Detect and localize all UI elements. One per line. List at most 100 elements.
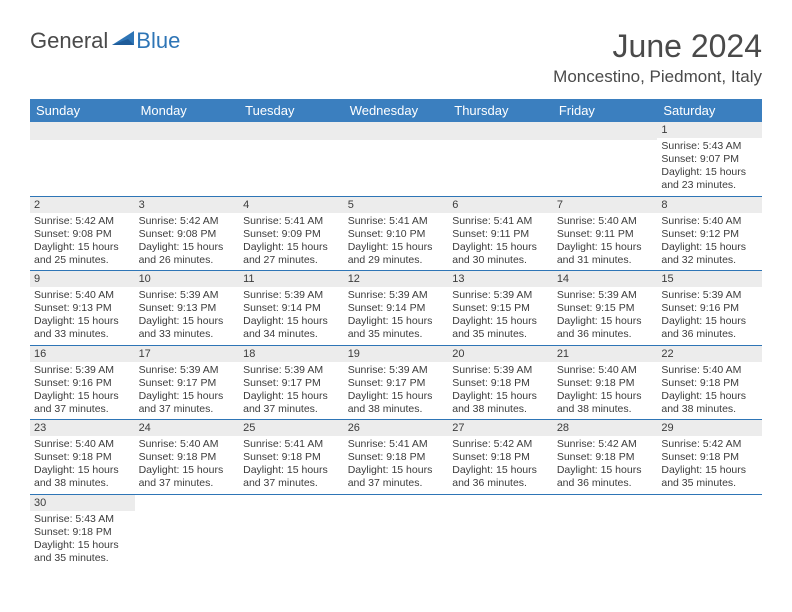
calendar-day-cell xyxy=(657,494,762,568)
day-number: 7 xyxy=(553,197,658,213)
day-content: Sunrise: 5:39 AMSunset: 9:17 PMDaylight:… xyxy=(135,362,240,420)
day-content: Sunrise: 5:40 AMSunset: 9:18 PMDaylight:… xyxy=(135,436,240,494)
day-line: Sunrise: 5:39 AM xyxy=(452,289,549,302)
day-line: Daylight: 15 hours and 35 minutes. xyxy=(348,315,445,341)
day-line: Sunset: 9:08 PM xyxy=(34,228,131,241)
day-line: Daylight: 15 hours and 31 minutes. xyxy=(557,241,654,267)
calendar-week-row: 2Sunrise: 5:42 AMSunset: 9:08 PMDaylight… xyxy=(30,196,762,271)
day-line: Daylight: 15 hours and 36 minutes. xyxy=(661,315,758,341)
calendar-week-row: 23Sunrise: 5:40 AMSunset: 9:18 PMDayligh… xyxy=(30,420,762,495)
weekday-header: Monday xyxy=(135,99,240,122)
day-line: Sunset: 9:18 PM xyxy=(557,377,654,390)
day-line: Sunrise: 5:40 AM xyxy=(661,364,758,377)
day-number: 26 xyxy=(344,420,449,436)
day-line: Sunset: 9:18 PM xyxy=(661,377,758,390)
day-line: Daylight: 15 hours and 36 minutes. xyxy=(452,464,549,490)
day-line: Daylight: 15 hours and 37 minutes. xyxy=(139,464,236,490)
day-line: Sunset: 9:13 PM xyxy=(139,302,236,315)
day-line: Sunrise: 5:41 AM xyxy=(452,215,549,228)
day-line: Sunset: 9:18 PM xyxy=(661,451,758,464)
day-line: Sunrise: 5:39 AM xyxy=(661,289,758,302)
day-number: 10 xyxy=(135,271,240,287)
day-line: Daylight: 15 hours and 38 minutes. xyxy=(452,390,549,416)
day-line: Daylight: 15 hours and 33 minutes. xyxy=(139,315,236,341)
calendar-day-cell: 14Sunrise: 5:39 AMSunset: 9:15 PMDayligh… xyxy=(553,271,658,346)
day-line: Sunrise: 5:43 AM xyxy=(34,513,131,526)
day-content: Sunrise: 5:43 AMSunset: 9:18 PMDaylight:… xyxy=(30,511,135,569)
day-content: Sunrise: 5:40 AMSunset: 9:12 PMDaylight:… xyxy=(657,213,762,271)
day-content: Sunrise: 5:39 AMSunset: 9:16 PMDaylight:… xyxy=(657,287,762,345)
day-line: Sunset: 9:15 PM xyxy=(452,302,549,315)
day-line: Daylight: 15 hours and 29 minutes. xyxy=(348,241,445,267)
day-content: Sunrise: 5:41 AMSunset: 9:11 PMDaylight:… xyxy=(448,213,553,271)
day-line: Sunrise: 5:42 AM xyxy=(661,438,758,451)
day-line: Daylight: 15 hours and 27 minutes. xyxy=(243,241,340,267)
day-number: 29 xyxy=(657,420,762,436)
calendar-table: SundayMondayTuesdayWednesdayThursdayFrid… xyxy=(30,99,762,568)
empty-day-bar xyxy=(553,122,658,140)
day-line: Sunset: 9:07 PM xyxy=(661,153,758,166)
day-line: Sunset: 9:17 PM xyxy=(348,377,445,390)
day-line: Sunrise: 5:39 AM xyxy=(139,289,236,302)
day-line: Daylight: 15 hours and 33 minutes. xyxy=(34,315,131,341)
weekday-header: Thursday xyxy=(448,99,553,122)
day-line: Sunset: 9:17 PM xyxy=(243,377,340,390)
calendar-day-cell: 9Sunrise: 5:40 AMSunset: 9:13 PMDaylight… xyxy=(30,271,135,346)
day-number: 11 xyxy=(239,271,344,287)
day-number: 16 xyxy=(30,346,135,362)
day-content: Sunrise: 5:40 AMSunset: 9:18 PMDaylight:… xyxy=(657,362,762,420)
month-title: June 2024 xyxy=(553,28,762,65)
day-number: 22 xyxy=(657,346,762,362)
calendar-day-cell: 29Sunrise: 5:42 AMSunset: 9:18 PMDayligh… xyxy=(657,420,762,495)
day-line: Daylight: 15 hours and 38 minutes. xyxy=(34,464,131,490)
calendar-day-cell: 17Sunrise: 5:39 AMSunset: 9:17 PMDayligh… xyxy=(135,345,240,420)
day-line: Sunset: 9:15 PM xyxy=(557,302,654,315)
day-line: Sunrise: 5:39 AM xyxy=(452,364,549,377)
day-number: 23 xyxy=(30,420,135,436)
day-line: Daylight: 15 hours and 38 minutes. xyxy=(661,390,758,416)
day-number: 5 xyxy=(344,197,449,213)
day-line: Sunrise: 5:39 AM xyxy=(348,364,445,377)
day-line: Sunrise: 5:40 AM xyxy=(661,215,758,228)
day-number: 20 xyxy=(448,346,553,362)
calendar-day-cell: 30Sunrise: 5:43 AMSunset: 9:18 PMDayligh… xyxy=(30,494,135,568)
day-line: Sunset: 9:18 PM xyxy=(243,451,340,464)
calendar-day-cell xyxy=(135,122,240,196)
calendar-day-cell: 8Sunrise: 5:40 AMSunset: 9:12 PMDaylight… xyxy=(657,196,762,271)
empty-day-bar xyxy=(448,122,553,140)
day-content: Sunrise: 5:41 AMSunset: 9:18 PMDaylight:… xyxy=(344,436,449,494)
day-number: 15 xyxy=(657,271,762,287)
day-line: Sunset: 9:14 PM xyxy=(243,302,340,315)
day-line: Sunrise: 5:39 AM xyxy=(139,364,236,377)
day-line: Sunset: 9:16 PM xyxy=(34,377,131,390)
day-line: Daylight: 15 hours and 38 minutes. xyxy=(557,390,654,416)
day-line: Sunrise: 5:39 AM xyxy=(34,364,131,377)
day-content: Sunrise: 5:39 AMSunset: 9:18 PMDaylight:… xyxy=(448,362,553,420)
day-line: Sunrise: 5:40 AM xyxy=(139,438,236,451)
logo-triangle-icon xyxy=(110,29,136,52)
day-line: Sunrise: 5:41 AM xyxy=(243,438,340,451)
calendar-day-cell: 7Sunrise: 5:40 AMSunset: 9:11 PMDaylight… xyxy=(553,196,658,271)
calendar-day-cell: 24Sunrise: 5:40 AMSunset: 9:18 PMDayligh… xyxy=(135,420,240,495)
calendar-day-cell xyxy=(553,122,658,196)
day-line: Sunrise: 5:42 AM xyxy=(139,215,236,228)
location: Moncestino, Piedmont, Italy xyxy=(553,67,762,87)
logo-text-blue: Blue xyxy=(136,28,180,54)
calendar-day-cell xyxy=(448,122,553,196)
calendar-day-cell: 15Sunrise: 5:39 AMSunset: 9:16 PMDayligh… xyxy=(657,271,762,346)
day-content: Sunrise: 5:39 AMSunset: 9:14 PMDaylight:… xyxy=(239,287,344,345)
calendar-day-cell: 21Sunrise: 5:40 AMSunset: 9:18 PMDayligh… xyxy=(553,345,658,420)
day-number: 4 xyxy=(239,197,344,213)
day-number: 30 xyxy=(30,495,135,511)
day-content: Sunrise: 5:41 AMSunset: 9:09 PMDaylight:… xyxy=(239,213,344,271)
weekday-header: Saturday xyxy=(657,99,762,122)
day-line: Daylight: 15 hours and 37 minutes. xyxy=(139,390,236,416)
calendar-day-cell xyxy=(344,494,449,568)
day-line: Daylight: 15 hours and 36 minutes. xyxy=(557,464,654,490)
weekday-header: Tuesday xyxy=(239,99,344,122)
calendar-day-cell: 16Sunrise: 5:39 AMSunset: 9:16 PMDayligh… xyxy=(30,345,135,420)
day-content: Sunrise: 5:40 AMSunset: 9:18 PMDaylight:… xyxy=(553,362,658,420)
day-number: 17 xyxy=(135,346,240,362)
day-line: Sunset: 9:09 PM xyxy=(243,228,340,241)
day-line: Sunset: 9:17 PM xyxy=(139,377,236,390)
